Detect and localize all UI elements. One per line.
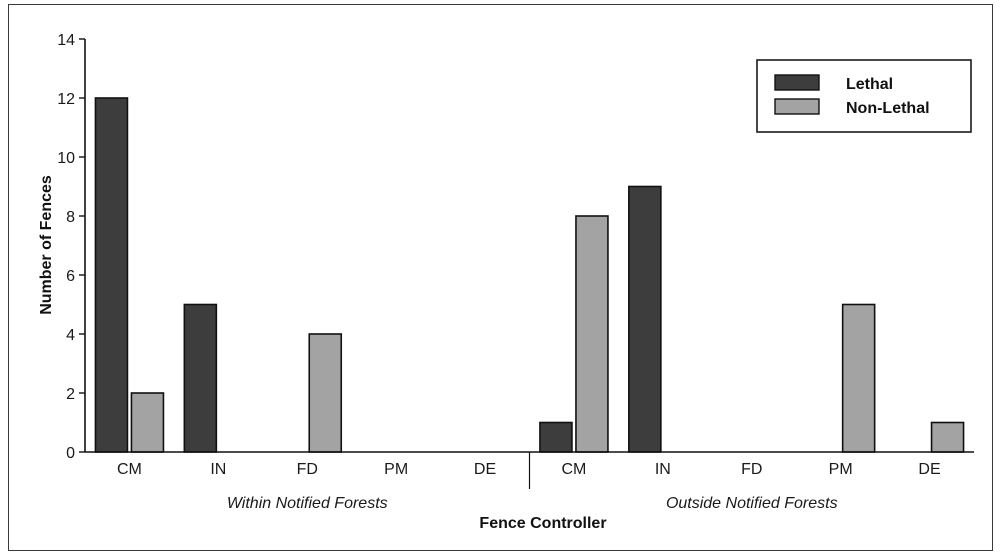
y-tick-label-0: 0 xyxy=(66,445,75,462)
y-tick-label-10: 10 xyxy=(57,150,75,167)
legend-label-non-lethal: Non-Lethal xyxy=(846,100,930,117)
bar-non-lethal-0 xyxy=(130,392,165,453)
bar-non-lethal-9 xyxy=(930,421,965,453)
bar-lethal-1 xyxy=(183,303,218,453)
ticks-layer: 0 2 4 6 8 10 12 14 CM IN FD PM DE CM IN FD PM DE Within No… xyxy=(57,32,940,512)
y-tick-label-12: 12 xyxy=(57,91,75,108)
x-tick-label-7: FD xyxy=(741,461,762,478)
legend-label-lethal: Lethal xyxy=(846,76,893,93)
bar-non-lethal-2 xyxy=(308,333,343,453)
x-axis-title: Fence Controller xyxy=(479,515,606,532)
bar-lethal-5 xyxy=(539,421,573,453)
legend-box xyxy=(756,59,972,133)
x-tick-label-3: PM xyxy=(384,461,408,478)
bar-non-lethal-8 xyxy=(841,303,876,453)
bars-layer xyxy=(94,97,965,453)
x-tick-label-6: IN xyxy=(655,461,671,478)
x-tick-label-1: IN xyxy=(210,461,226,478)
x-tick-label-5: CM xyxy=(562,461,587,478)
x-tick-label-0: CM xyxy=(117,461,142,478)
y-tick-label-2: 2 xyxy=(66,386,75,403)
y-tick-label-4: 4 xyxy=(66,327,75,344)
y-tick-label-14: 14 xyxy=(57,32,75,49)
y-tick-label-8: 8 xyxy=(66,209,75,226)
y-tick-label-6: 6 xyxy=(66,268,75,285)
x-tick-label-8: PM xyxy=(829,461,853,478)
axes-layer xyxy=(84,39,974,489)
x-tick-label-9: DE xyxy=(918,461,940,478)
bar-lethal-6 xyxy=(628,185,662,453)
figure-frame xyxy=(8,4,993,551)
legend: Lethal Non-Lethal xyxy=(756,59,972,133)
y-axis-title: Number of Fences xyxy=(38,175,55,315)
x-tick-label-4: DE xyxy=(474,461,496,478)
group-label-0: Within Notified Forests xyxy=(227,495,388,512)
bar-non-lethal-5 xyxy=(575,215,609,453)
legend-swatch-non-lethal xyxy=(774,98,820,115)
group-label-1: Outside Notified Forests xyxy=(666,495,838,512)
legend-swatch-lethal xyxy=(774,74,820,91)
x-tick-label-2: FD xyxy=(297,461,318,478)
bar-lethal-0 xyxy=(94,97,129,453)
